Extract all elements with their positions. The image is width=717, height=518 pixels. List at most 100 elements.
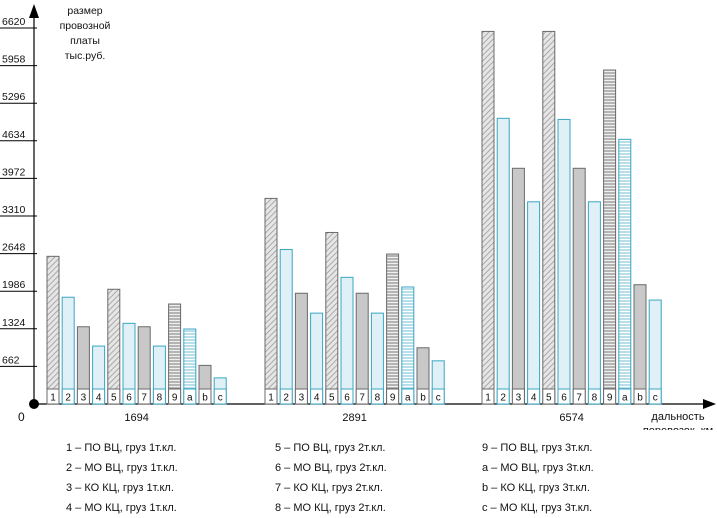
bar-code-box-6574-9: [603, 388, 617, 405]
bar-code-label-6574-4: 4: [531, 393, 537, 404]
bar-code-box-6574-5: [542, 388, 556, 405]
bar-code-box-2891-b: [416, 388, 430, 405]
x-axis-arrow-icon: [703, 399, 716, 409]
legend-item-c: c – МО КЦ, груз 3т.кл.: [482, 502, 593, 514]
y-tick-label-1: 1324: [2, 317, 26, 329]
bar-code-label-1694-8: 8: [157, 393, 163, 404]
bar-code-label-1694-b: b: [202, 393, 208, 404]
x-category-label-2891: 2891: [342, 412, 366, 424]
bar-6574-9: [603, 69, 617, 405]
bar-code-label-2891-b: b: [420, 393, 426, 404]
bar-code-label-2891-c: c: [436, 393, 441, 404]
bar-code-box-1694-5: [107, 388, 121, 405]
bar-code-label-2891-a: a: [405, 393, 411, 404]
bar-code-label-1694-4: 4: [96, 393, 102, 404]
legend-item-5: 5 – ПО ВЦ, груз 2т.кл.: [275, 442, 386, 454]
y-tick-label-9: 6620: [2, 16, 26, 28]
bar-code-label-1694-5: 5: [111, 393, 117, 404]
bar-code-label-6574-6: 6: [561, 393, 567, 404]
bar-code-label-2891-7: 7: [359, 393, 365, 404]
bar-1694-5: [107, 288, 121, 405]
bar-code-box-2891-6: [340, 388, 354, 405]
legend-column-2: 5 – ПО ВЦ, груз 2т.кл. 6 – МО ВЦ, груз 2…: [275, 438, 387, 518]
bar-code-box-1694-4: [92, 388, 106, 405]
bar-code-label-1694-6: 6: [126, 393, 132, 404]
bar-code-label-6574-1: 1: [485, 393, 491, 404]
chart-legend: 1 – ПО ВЦ, груз 1т.кл. 2 – МО ВЦ, груз 1…: [0, 438, 717, 514]
bar-code-label-2891-9: 9: [390, 393, 396, 404]
bar-code-box-2891-4: [310, 388, 324, 405]
y-axis-title-line-1: провозной: [60, 20, 111, 32]
bar-code-box-2891-a: [401, 388, 415, 405]
bar-code-label-1694-a: a: [187, 393, 193, 404]
x-axis-title-line-0: дальность: [651, 411, 704, 423]
bar-6574-6: [557, 118, 571, 405]
bar-code-label-2891-4: 4: [314, 393, 320, 404]
bar-code-label-2891-5: 5: [329, 393, 335, 404]
bar-2891-9: [386, 253, 400, 405]
bar-code-label-6574-a: a: [622, 393, 628, 404]
bar-6574-a: [618, 138, 632, 405]
bar-code-box-1694-b: [198, 388, 212, 405]
bar-6574-5: [542, 30, 556, 405]
bar-code-label-2891-2: 2: [283, 393, 289, 404]
bar-code-label-6574-5: 5: [546, 393, 552, 404]
bar-code-box-2891-7: [355, 388, 369, 405]
legend-item-a: a – МО ВЦ, груз 3т.кл.: [482, 462, 594, 474]
bar-code-box-6574-4: [527, 388, 541, 405]
y-tick-label-5: 3972: [2, 166, 26, 178]
bar-code-box-2891-8: [370, 388, 384, 405]
bar-code-box-6574-c: [648, 388, 662, 405]
bar-code-label-6574-7: 7: [576, 393, 582, 404]
y-tick-label-3: 2648: [2, 242, 26, 254]
bar-code-box-2891-9: [386, 388, 400, 405]
y-axis-title-line-2: платы: [70, 35, 100, 47]
bar-2891-6: [340, 276, 354, 405]
bar-6574-2: [496, 117, 510, 405]
bar-code-box-2891-3: [294, 388, 308, 405]
y-tick-label-7: 5296: [2, 91, 26, 103]
bar-code-box-1694-9: [168, 388, 182, 405]
bar-code-label-6574-9: 9: [607, 393, 613, 404]
legend-column-1: 1 – ПО ВЦ, груз 1т.кл. 2 – МО ВЦ, груз 1…: [66, 438, 178, 518]
bar-code-box-6574-1: [481, 388, 495, 405]
y-axis-title-line-0: размер: [67, 5, 102, 17]
bar-code-label-1694-c: c: [218, 393, 223, 404]
bar-code-label-2891-1: 1: [268, 393, 274, 404]
bar-code-box-2891-c: [431, 388, 445, 405]
bar-code-box-6574-3: [511, 388, 525, 405]
bar-code-box-1694-a: [183, 388, 197, 405]
bar-code-box-6574-2: [496, 388, 510, 405]
legend-item-9: 9 – ПО ВЦ, груз 3т.кл.: [482, 442, 593, 454]
x-category-label-1694: 1694: [124, 412, 148, 424]
x-category-label-6574: 6574: [559, 412, 583, 424]
y-tick-label-4: 3310: [2, 204, 26, 216]
legend-item-4: 4 – МО КЦ, груз 1т.кл.: [66, 502, 177, 514]
bar-6574-8: [587, 201, 601, 405]
origin-label: 0: [18, 410, 25, 424]
bar-chart: 0662132419862648331039724634529659586620…: [0, 4, 716, 430]
bar-code-box-1694-8: [152, 388, 166, 405]
bar-code-label-6574-3: 3: [516, 393, 522, 404]
legend-item-6: 6 – МО ВЦ, груз 2т.кл.: [275, 462, 387, 474]
legend-item-b: b – КО КЦ, груз 3т.кл.: [482, 482, 590, 494]
bar-6574-3: [511, 167, 525, 405]
legend-item-2: 2 – МО ВЦ, груз 1т.кл.: [66, 462, 178, 474]
bar-code-label-6574-c: c: [653, 393, 658, 404]
bar-code-label-1694-3: 3: [81, 393, 87, 404]
bar-2891-7: [355, 292, 369, 405]
bar-2891-a: [401, 286, 415, 405]
bar-code-box-2891-5: [325, 388, 339, 405]
bar-code-box-1694-1: [46, 388, 60, 405]
bar-code-box-1694-6: [122, 388, 136, 405]
bar-code-label-6574-8: 8: [592, 393, 598, 404]
y-tick-label-2: 1986: [2, 279, 26, 291]
bar-1694-2: [61, 296, 75, 405]
bar-code-box-2891-1: [264, 388, 278, 405]
bar-code-box-1694-c: [213, 388, 227, 405]
bar-6574-1: [481, 30, 495, 405]
bar-code-box-6574-6: [557, 388, 571, 405]
bar-6574-7: [572, 167, 586, 405]
bar-code-box-1694-7: [137, 388, 151, 405]
origin-dot: [29, 399, 39, 409]
